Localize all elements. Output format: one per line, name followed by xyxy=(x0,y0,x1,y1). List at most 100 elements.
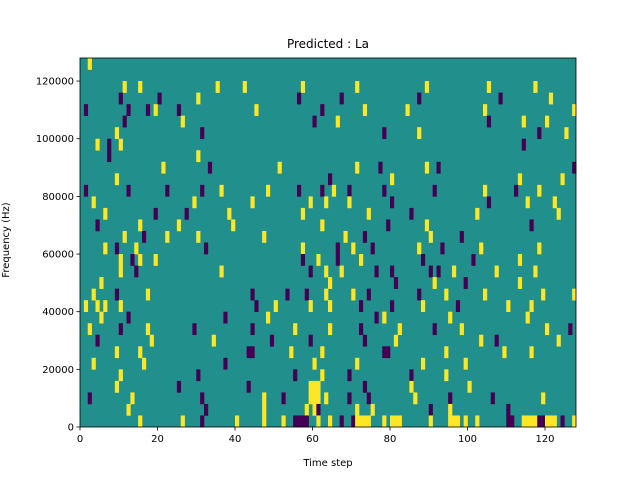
heatmap-cell xyxy=(161,161,166,174)
x-axis: 0 20 40 60 80 100 120 xyxy=(77,427,555,445)
heatmap-cell xyxy=(572,415,577,428)
heatmap-cell xyxy=(118,92,123,105)
heatmap-cell xyxy=(223,357,228,370)
heatmap-cell xyxy=(541,288,546,301)
heatmap-cell xyxy=(324,265,329,278)
heatmap-cell xyxy=(444,369,449,382)
heatmap-cell xyxy=(486,196,492,209)
heatmap-cell xyxy=(180,115,185,128)
heatmap-cell xyxy=(343,230,348,243)
heatmap-cell xyxy=(564,127,569,140)
heatmap-cell xyxy=(533,265,538,278)
heatmap-cell xyxy=(463,277,468,289)
heatmap-cell xyxy=(351,288,356,301)
heatmap-cell xyxy=(91,288,96,301)
heatmap-cell xyxy=(200,415,205,428)
heatmap-cell xyxy=(262,230,267,243)
heatmap-cell xyxy=(397,415,402,428)
heatmap-cell xyxy=(417,127,422,140)
heatmap-cell xyxy=(436,265,441,278)
heatmap-cell xyxy=(370,242,375,255)
y-axis-label: Frequency (Hz) xyxy=(1,202,12,278)
heatmap-cell xyxy=(328,173,333,186)
heatmap-cell xyxy=(316,415,321,428)
heatmap-cell xyxy=(483,288,488,301)
heatmap-cell xyxy=(95,334,100,347)
y-axis: 0 20000 40000 60000 80000 100000 120000 xyxy=(36,77,80,434)
y-tick-label: 40000 xyxy=(42,307,74,318)
heatmap-cell xyxy=(138,415,143,428)
heatmap-cell xyxy=(517,173,523,186)
heatmap-cell xyxy=(374,311,379,324)
heatmap-cell xyxy=(320,104,325,116)
heatmap-cell xyxy=(362,334,368,347)
heatmap-cell xyxy=(541,392,546,405)
heatmap-cell xyxy=(277,161,282,174)
heatmap-cell xyxy=(370,403,375,416)
heatmap-cell xyxy=(347,369,352,382)
heatmap-cell xyxy=(122,115,127,128)
heatmap-cell xyxy=(269,334,275,347)
heatmap-cell xyxy=(331,184,337,197)
heatmap-cell xyxy=(417,288,422,301)
x-tick-label: 40 xyxy=(229,434,242,445)
heatmap-cell xyxy=(444,346,449,359)
heatmap-cell xyxy=(525,415,530,428)
heatmap-cell xyxy=(409,369,414,382)
heatmap-cell xyxy=(114,242,120,255)
heatmap-cell xyxy=(572,161,577,174)
y-tick-label: 60000 xyxy=(42,250,74,261)
heatmap-cell xyxy=(413,392,418,405)
heatmap-cell xyxy=(114,288,120,301)
heatmap-cell xyxy=(254,300,259,312)
heatmap-cell xyxy=(483,104,488,116)
heatmap-cell xyxy=(421,254,426,266)
heatmap-cell xyxy=(118,323,123,336)
heatmap-cell xyxy=(103,300,108,312)
heatmap-cell xyxy=(107,150,112,163)
heatmap-cell xyxy=(304,403,309,416)
heatmap-cell xyxy=(114,173,120,186)
heatmap-cell xyxy=(153,207,158,220)
heatmap-cell xyxy=(266,184,271,197)
heatmap-cell xyxy=(134,265,139,278)
heatmap-cell xyxy=(126,184,131,197)
heatmap-cell xyxy=(134,242,139,255)
heatmap-cell xyxy=(366,392,371,405)
y-tick-label: 80000 xyxy=(42,192,74,203)
heatmap-cell xyxy=(529,415,534,428)
heatmap-cell xyxy=(432,277,437,289)
heatmap-cell xyxy=(262,403,267,416)
heatmap-cell xyxy=(293,415,298,428)
heatmap-cell xyxy=(355,81,360,93)
heatmap-cell xyxy=(397,323,402,336)
heatmap-cell xyxy=(359,300,364,312)
heatmap-cell xyxy=(529,219,534,232)
x-tick-label: 60 xyxy=(306,434,319,445)
heatmap-cell xyxy=(421,357,426,370)
heatmap-cell xyxy=(514,184,519,197)
heatmap-cell xyxy=(362,104,368,116)
heatmap-cell xyxy=(421,300,426,312)
heatmap-cell xyxy=(145,104,151,116)
heatmap-cell xyxy=(142,357,147,370)
heatmap-cell xyxy=(200,184,205,197)
heatmap-cell xyxy=(103,242,108,255)
heatmap-cell xyxy=(517,254,523,266)
heatmap-cell xyxy=(231,219,236,232)
heatmap-cell xyxy=(250,196,255,209)
heatmap-cell xyxy=(176,219,182,232)
heatmap-cell xyxy=(463,357,468,370)
heatmap-cell xyxy=(289,346,294,359)
heatmap-cell xyxy=(432,184,437,197)
heatmap-cell xyxy=(455,415,461,428)
heatmap-cell xyxy=(390,265,395,278)
heatmap-cell xyxy=(359,415,364,428)
heatmap-cell xyxy=(308,265,313,278)
heatmap-cell xyxy=(242,81,247,93)
heatmap-cell xyxy=(424,81,430,93)
heatmap-cell xyxy=(556,207,561,220)
heatmap-cell xyxy=(281,392,286,405)
heatmap-cell xyxy=(355,161,360,174)
heatmap-cell xyxy=(521,115,526,128)
